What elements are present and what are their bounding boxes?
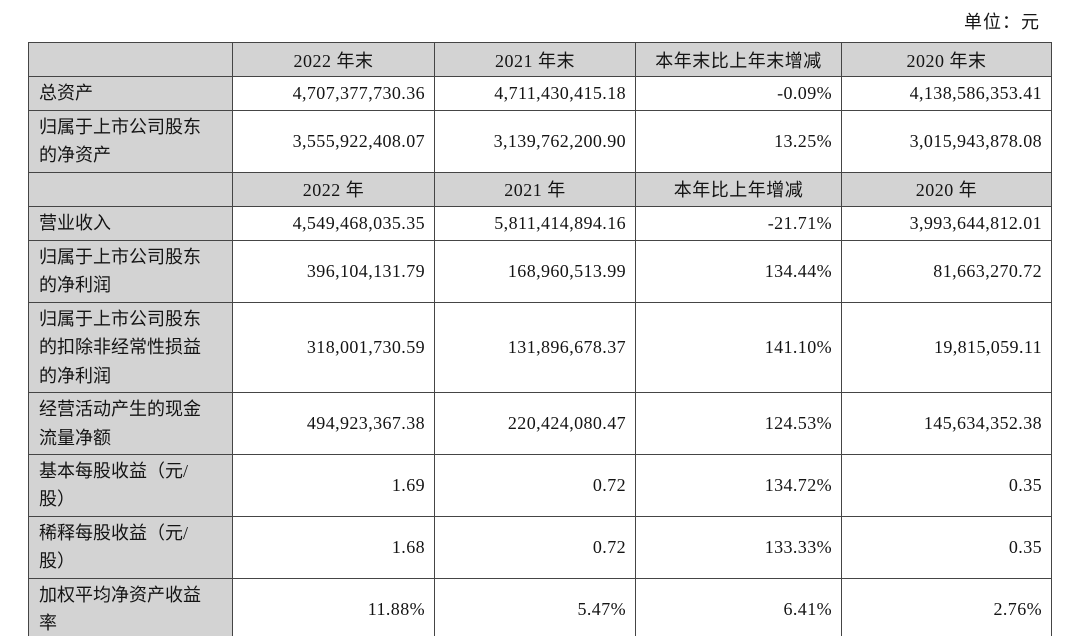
value-cell: -0.09% — [635, 76, 842, 111]
row-label: 归属于上市公司股东的净资产 — [28, 110, 233, 173]
row-operating-revenue: 营业收入 4,549,468,035.35 5,811,414,894.16 -… — [28, 205, 1052, 241]
row-diluted-earnings-per-share: 稀释每股收益（元/股） 1.68 0.72 133.33% 0.35 — [28, 515, 1052, 579]
col-header-yoy-change-year-end: 本年末比上年末增减 — [635, 42, 842, 77]
header-row-annual: 2022 年 2021 年 本年比上年增减 2020 年 — [28, 171, 1052, 207]
value-cell: 134.72% — [635, 453, 842, 517]
value-cell: 1.69 — [232, 453, 435, 517]
row-label: 营业收入 — [28, 205, 233, 241]
row-label: 归属于上市公司股东的净利润 — [28, 239, 233, 303]
row-label: 归属于上市公司股东的扣除非经常性损益的净利润 — [28, 301, 233, 394]
value-cell: 81,663,270.72 — [841, 239, 1052, 303]
row-basic-earnings-per-share: 基本每股收益（元/股） 1.69 0.72 134.72% 0.35 — [28, 453, 1052, 517]
value-cell: 396,104,131.79 — [232, 239, 435, 303]
value-cell: 141.10% — [635, 301, 842, 394]
row-label: 总资产 — [28, 76, 233, 111]
col-header-yoy-change-year: 本年比上年增减 — [635, 171, 842, 207]
value-cell: 220,424,080.47 — [434, 392, 636, 455]
value-cell: 318,001,730.59 — [232, 301, 435, 394]
row-net-profit-attributable-to-shareholders: 归属于上市公司股东的净利润 396,104,131.79 168,960,513… — [28, 239, 1052, 303]
value-cell: 3,015,943,878.08 — [841, 110, 1052, 173]
header-row-year-end: 2022 年末 2021 年末 本年末比上年末增减 2020 年末 — [28, 42, 1052, 77]
value-cell: 168,960,513.99 — [434, 239, 636, 303]
value-cell: 4,549,468,035.35 — [232, 205, 435, 241]
value-cell: 5,811,414,894.16 — [434, 205, 636, 241]
value-cell: 19,815,059.11 — [841, 301, 1052, 394]
row-label: 经营活动产生的现金流量净额 — [28, 392, 233, 455]
row-net-assets-attributable-to-shareholders: 归属于上市公司股东的净资产 3,555,922,408.07 3,139,762… — [28, 110, 1052, 173]
col-header-2022-year: 2022 年 — [232, 171, 435, 207]
value-cell: 134.44% — [635, 239, 842, 303]
value-cell: -21.71% — [635, 205, 842, 241]
col-header-2021-year-end: 2021 年末 — [434, 42, 636, 77]
row-total-assets: 总资产 4,707,377,730.36 4,711,430,415.18 -0… — [28, 76, 1052, 111]
value-cell: 0.35 — [841, 515, 1052, 579]
value-cell: 0.72 — [434, 453, 636, 517]
value-cell: 5.47% — [434, 577, 636, 636]
row-net-profit-excluding-non-recurring-items: 归属于上市公司股东的扣除非经常性损益的净利润 318,001,730.59 13… — [28, 301, 1052, 394]
row-weighted-average-return-on-equity: 加权平均净资产收益率 11.88% 5.47% 6.41% 2.76% — [28, 577, 1052, 636]
value-cell: 3,555,922,408.07 — [232, 110, 435, 173]
value-cell: 4,138,586,353.41 — [841, 76, 1052, 111]
value-cell: 2.76% — [841, 577, 1052, 636]
value-cell: 0.35 — [841, 453, 1052, 517]
value-cell: 4,707,377,730.36 — [232, 76, 435, 111]
value-cell: 3,139,762,200.90 — [434, 110, 636, 173]
row-net-cash-flow-from-operating-activities: 经营活动产生的现金流量净额 494,923,367.38 220,424,080… — [28, 392, 1052, 455]
col-header-2020-year-end: 2020 年末 — [841, 42, 1052, 77]
col-header-2021-year: 2021 年 — [434, 171, 636, 207]
value-cell: 133.33% — [635, 515, 842, 579]
value-cell: 0.72 — [434, 515, 636, 579]
header-cell-empty — [28, 42, 233, 77]
col-header-2020-year: 2020 年 — [841, 171, 1052, 207]
value-cell: 1.68 — [232, 515, 435, 579]
value-cell: 494,923,367.38 — [232, 392, 435, 455]
unit-label: 单位：元 — [964, 12, 1040, 32]
value-cell: 131,896,678.37 — [434, 301, 636, 394]
value-cell: 124.53% — [635, 392, 842, 455]
col-header-2022-year-end: 2022 年末 — [232, 42, 435, 77]
value-cell: 145,634,352.38 — [841, 392, 1052, 455]
value-cell: 11.88% — [232, 577, 435, 636]
key-financial-data-table: 2022 年末 2021 年末 本年末比上年末增减 2020 年末 总资产 4,… — [28, 42, 1052, 636]
value-cell: 4,711,430,415.18 — [434, 76, 636, 111]
row-label: 稀释每股收益（元/股） — [28, 515, 233, 579]
value-cell: 6.41% — [635, 577, 842, 636]
value-cell: 3,993,644,812.01 — [841, 205, 1052, 241]
row-label: 基本每股收益（元/股） — [28, 453, 233, 517]
header-cell-empty — [28, 171, 233, 207]
value-cell: 13.25% — [635, 110, 842, 173]
row-label: 加权平均净资产收益率 — [28, 577, 233, 636]
